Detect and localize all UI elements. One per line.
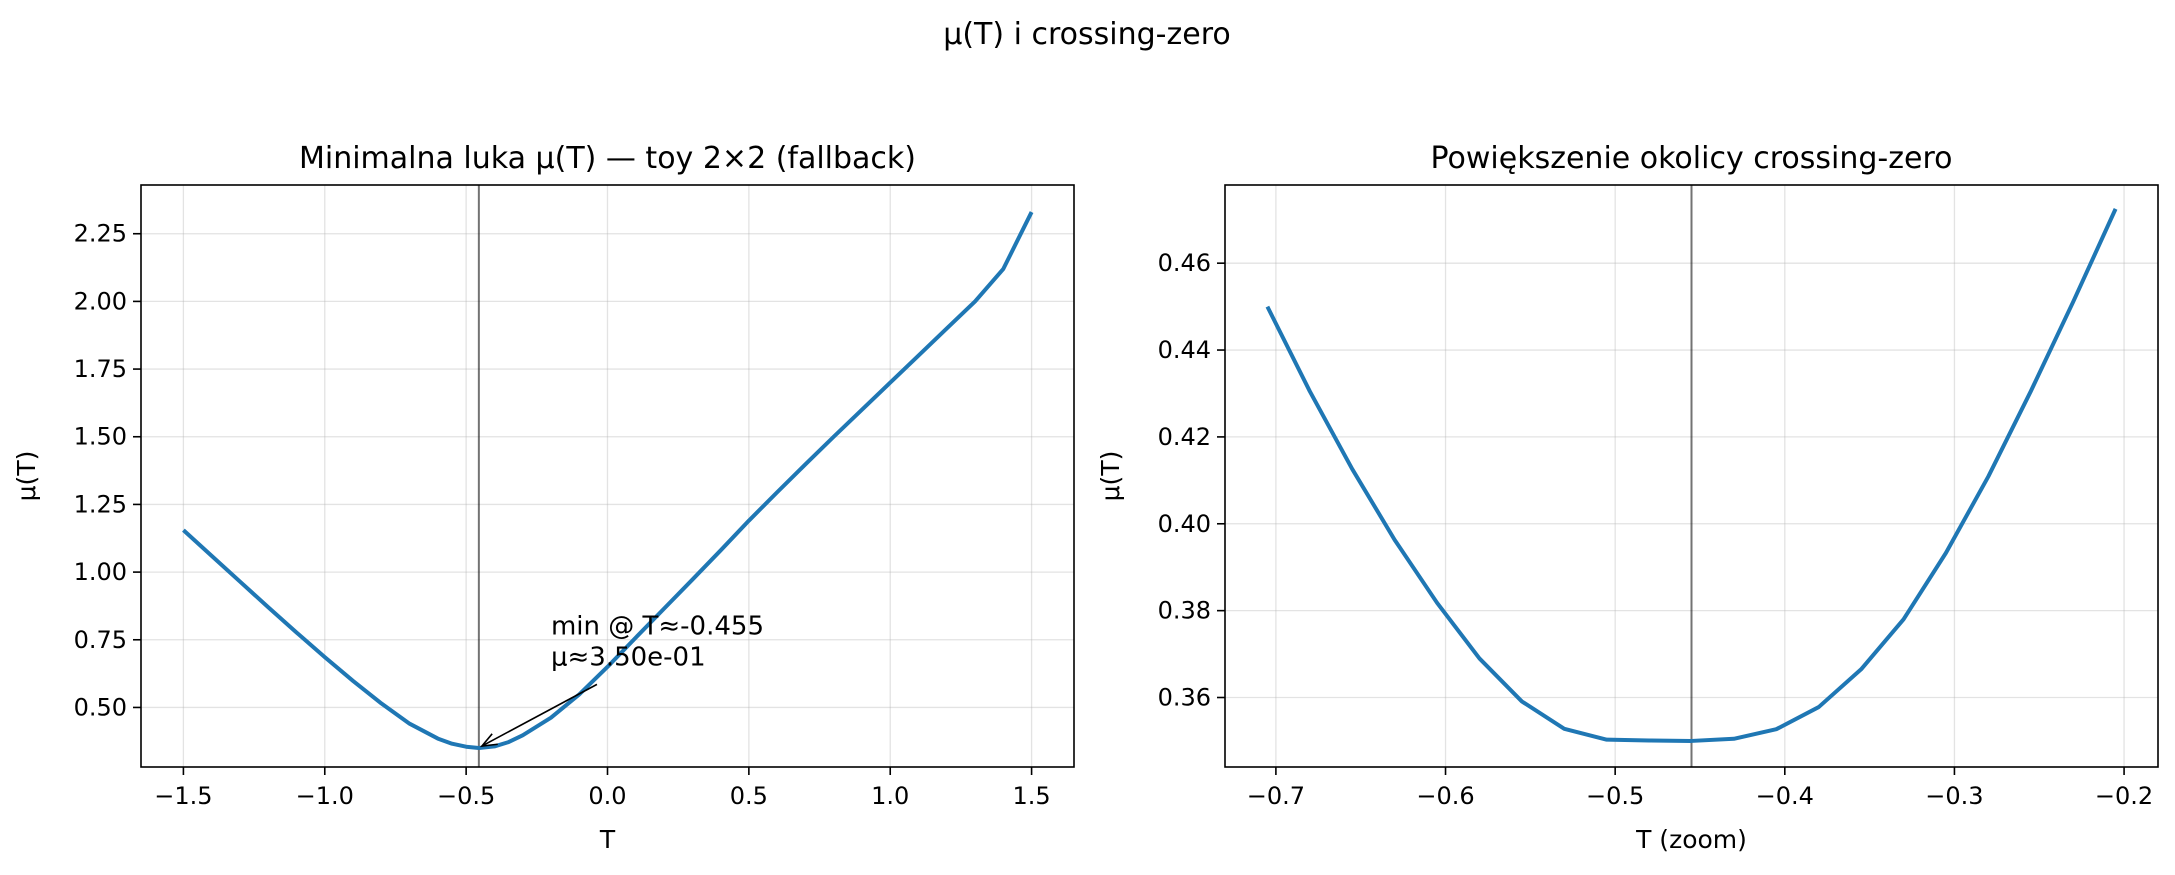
annotation-text: min @ T≈-0.455 <box>551 611 764 641</box>
x-tick-label: −0.3 <box>1925 782 1983 810</box>
x-axis-label: T (zoom) <box>1635 825 1747 854</box>
annotation-arrow <box>481 683 598 747</box>
x-axis-label: T <box>599 825 616 854</box>
chart-title: Powiększenie okolicy crossing-zero <box>1431 141 1953 176</box>
x-tick-label: 1.0 <box>871 782 909 810</box>
x-tick-label: 1.5 <box>1013 782 1051 810</box>
y-tick-label: 0.46 <box>1158 249 1211 277</box>
chart-title: Minimalna luka μ(T) — toy 2×2 (fallback) <box>299 141 916 176</box>
annotation-arrowhead <box>479 733 498 748</box>
x-tick-label: −0.5 <box>1586 782 1644 810</box>
x-tick-label: −0.6 <box>1416 782 1474 810</box>
y-tick-label: 1.50 <box>74 423 127 451</box>
y-tick-label: 0.44 <box>1158 336 1211 364</box>
y-tick-label: 0.36 <box>1158 684 1211 712</box>
y-tick-label: 1.75 <box>74 355 127 383</box>
figure-suptitle: μ(T) i crossing-zero <box>943 17 1230 52</box>
y-tick-label: 0.40 <box>1158 510 1211 538</box>
x-tick-label: −0.5 <box>437 782 495 810</box>
y-tick-label: 2.25 <box>74 220 127 248</box>
annotation-text: μ≈3.50e-01 <box>551 642 706 672</box>
x-tick-label: 0.5 <box>730 782 768 810</box>
x-tick-label: −1.0 <box>296 782 354 810</box>
x-tick-label: −0.4 <box>1756 782 1814 810</box>
series-line <box>1265 208 2118 743</box>
y-tick-label: 2.00 <box>74 287 127 315</box>
axes-frame <box>1224 184 2159 768</box>
y-tick-label: 0.38 <box>1158 597 1211 625</box>
y-tick-label: 1.00 <box>74 558 127 586</box>
y-tick-label: 0.50 <box>74 693 127 721</box>
x-tick-label: −0.7 <box>1247 782 1305 810</box>
y-axis-label: μ(T) <box>1096 451 1125 502</box>
x-tick-label: 0.0 <box>588 782 626 810</box>
y-tick-label: 0.42 <box>1158 423 1211 451</box>
x-tick-label: −1.5 <box>154 782 212 810</box>
y-axis-label: μ(T) <box>12 451 41 502</box>
y-tick-label: 0.75 <box>74 626 127 654</box>
series-line <box>182 211 1034 751</box>
right-chart: −0.7 −0.6 −0.5 −0.4 −0.3 −0.2 0.36 0.38 0.40 0.42… <box>1096 141 2159 854</box>
x-tick-label: −0.2 <box>2095 782 2153 810</box>
y-tick-label: 1.25 <box>74 490 127 518</box>
